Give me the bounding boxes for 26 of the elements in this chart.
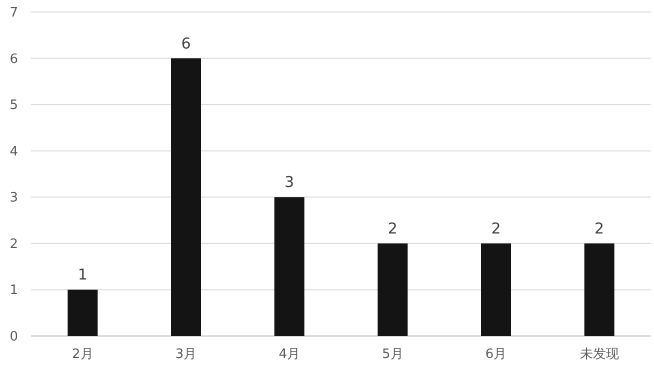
y-tick-label: 7	[10, 6, 18, 20]
bar	[481, 243, 511, 336]
data-label: 2	[491, 219, 501, 238]
data-label: 1	[78, 266, 88, 284]
bar	[274, 197, 304, 336]
x-tick-label: 2月	[72, 347, 94, 362]
bar	[68, 290, 98, 336]
bar	[584, 243, 614, 336]
y-tick-label: 0	[10, 330, 18, 344]
y-tick-label: 3	[10, 190, 18, 206]
x-tick-label: 3月	[175, 347, 197, 362]
data-label: 2	[388, 219, 398, 238]
x-tick-label: 4月	[278, 347, 300, 362]
x-tick-label: 5月	[382, 347, 404, 362]
data-label: 2	[594, 219, 604, 238]
bar	[171, 58, 201, 336]
data-label: 6	[181, 34, 191, 52]
y-tick-label: 4	[10, 144, 18, 160]
x-tick-label: 未发现	[580, 347, 619, 362]
x-tick-label: 6月	[485, 347, 507, 362]
bar	[378, 243, 408, 336]
y-tick-label: 1	[10, 283, 18, 298]
y-tick-label: 2	[10, 236, 18, 252]
data-label: 3	[284, 173, 294, 192]
y-tick-label: 5	[10, 98, 18, 114]
y-tick-label: 6	[10, 52, 18, 67]
